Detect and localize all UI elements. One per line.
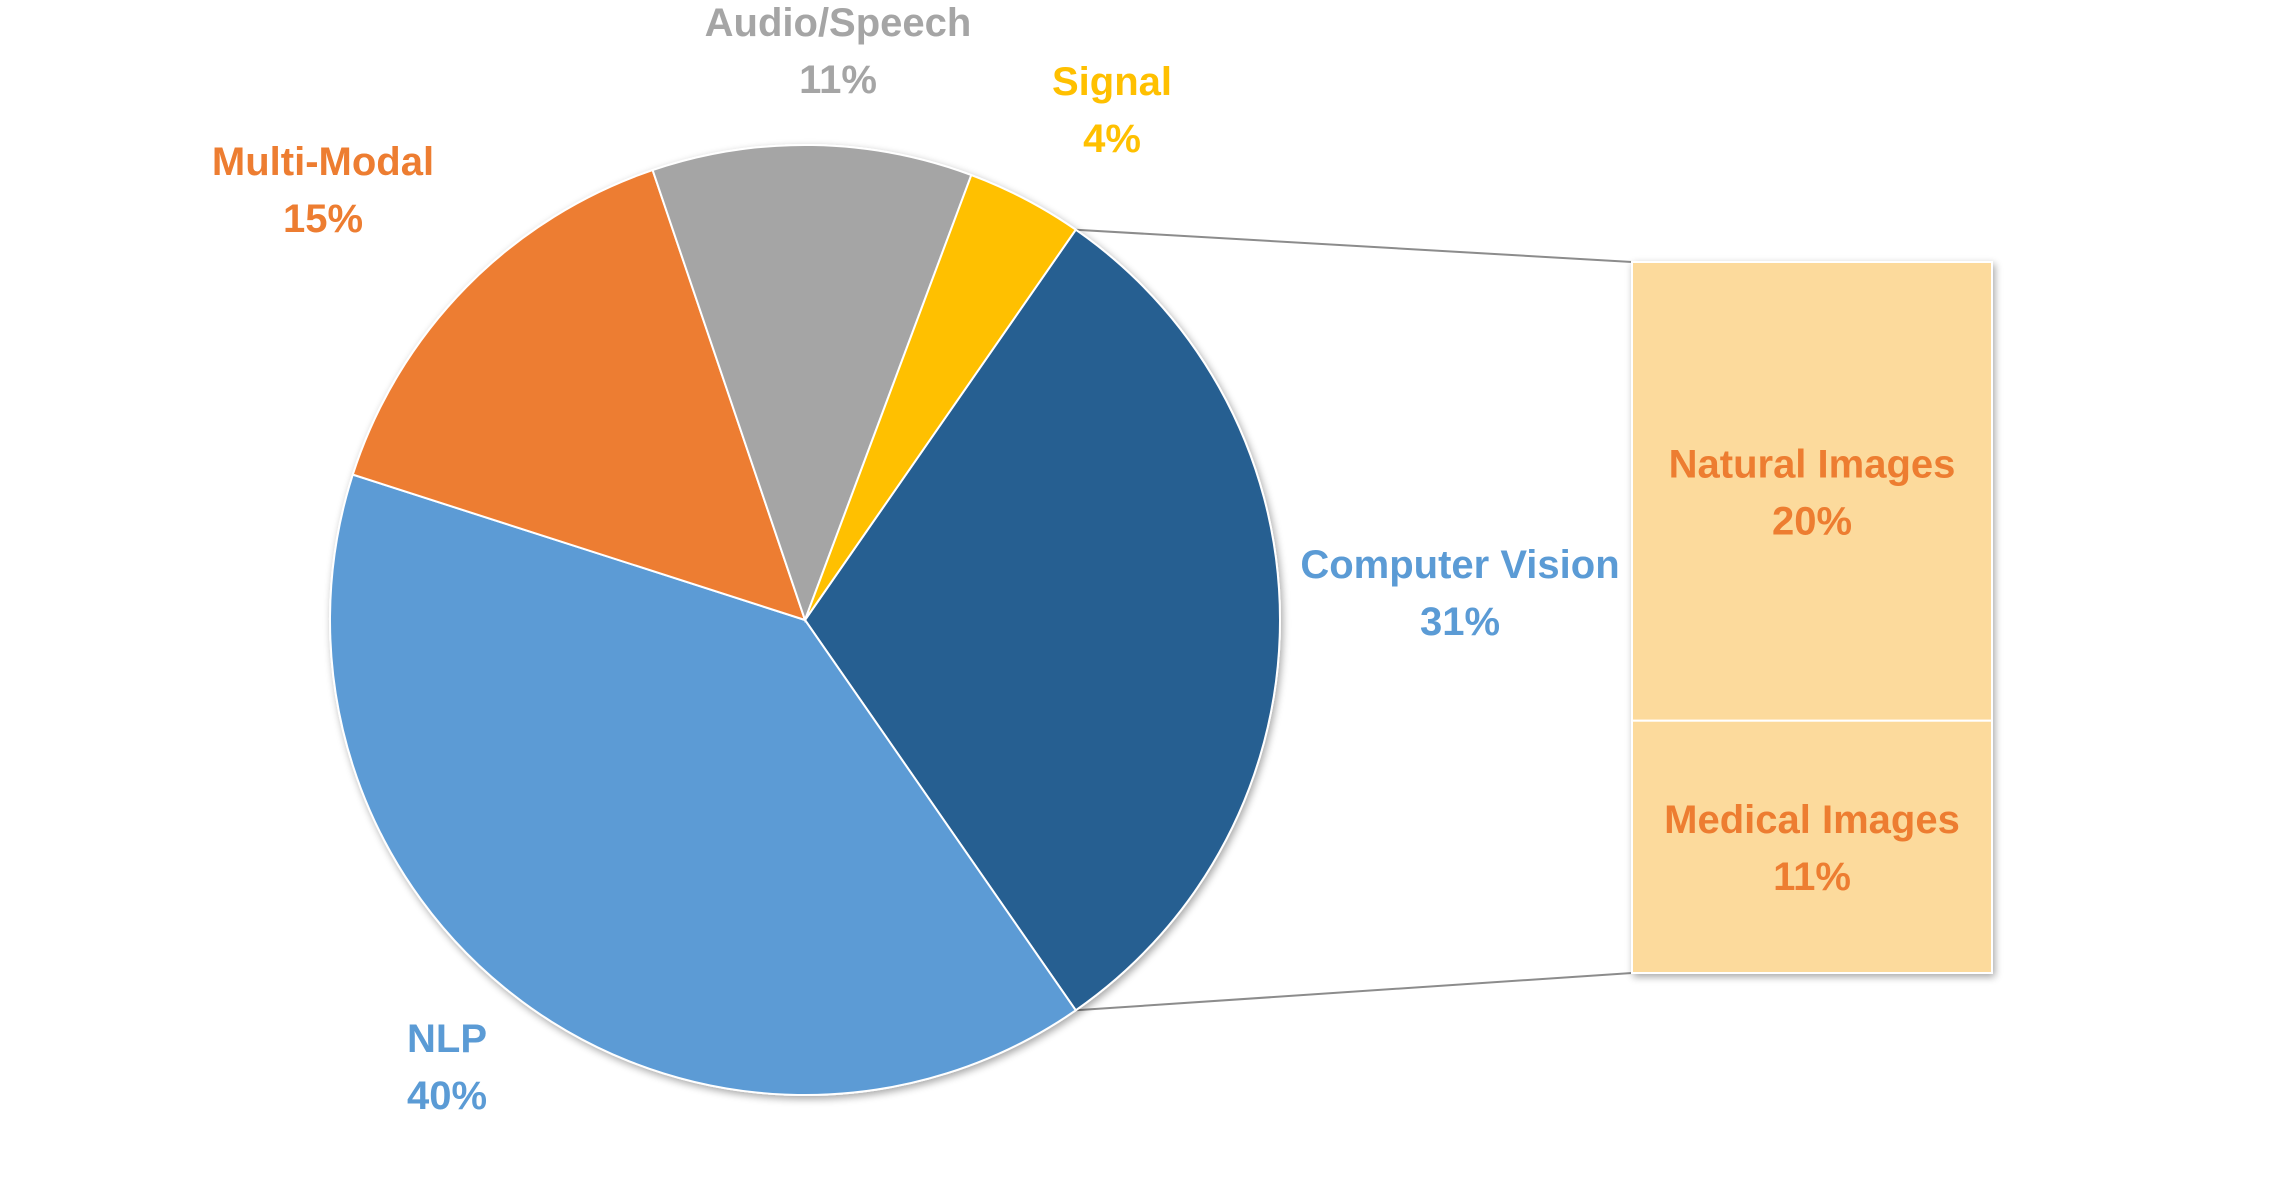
label-signal: Signal xyxy=(1052,60,1172,104)
connector-line-bottom xyxy=(1075,972,1633,1012)
label-multi-modal: Multi-Modal xyxy=(212,140,434,184)
value-medical-images: 11% xyxy=(1773,855,1851,899)
label-medical-images: Medical Images xyxy=(1664,798,1960,842)
slice-signal xyxy=(804,173,1078,621)
value-natural-images: 20% xyxy=(1772,499,1852,543)
bar-segment-medical-images xyxy=(1631,719,1993,974)
value-nlp: 40% xyxy=(407,1074,487,1118)
connector-line-top xyxy=(1075,228,1633,263)
slice-audio-speech xyxy=(651,144,973,623)
label-nlp: NLP xyxy=(407,1017,487,1061)
slice-computer-vision xyxy=(803,228,1281,1012)
label-audio-speech: Audio/Speech xyxy=(705,1,972,45)
value-audio-speech: 11% xyxy=(799,58,877,102)
pie-slices xyxy=(329,144,1281,1097)
slice-multi-modal xyxy=(351,168,807,622)
value-computer-vision: 31% xyxy=(1420,600,1500,644)
label-natural-images: Natural Images xyxy=(1669,442,1956,486)
label-computer-vision: Computer Vision xyxy=(1300,543,1619,587)
value-multi-modal: 15% xyxy=(283,197,363,241)
bar-segment-natural-images xyxy=(1631,261,1993,722)
data-labels: Computer Vision 31% NLP 40% Multi-Modal 15% Au… xyxy=(212,1,1960,1118)
breakout-bar xyxy=(1631,261,1993,974)
connector-lines xyxy=(1075,228,1633,1012)
slice-nlp xyxy=(329,473,1078,1097)
value-signal: 4% xyxy=(1083,117,1141,161)
